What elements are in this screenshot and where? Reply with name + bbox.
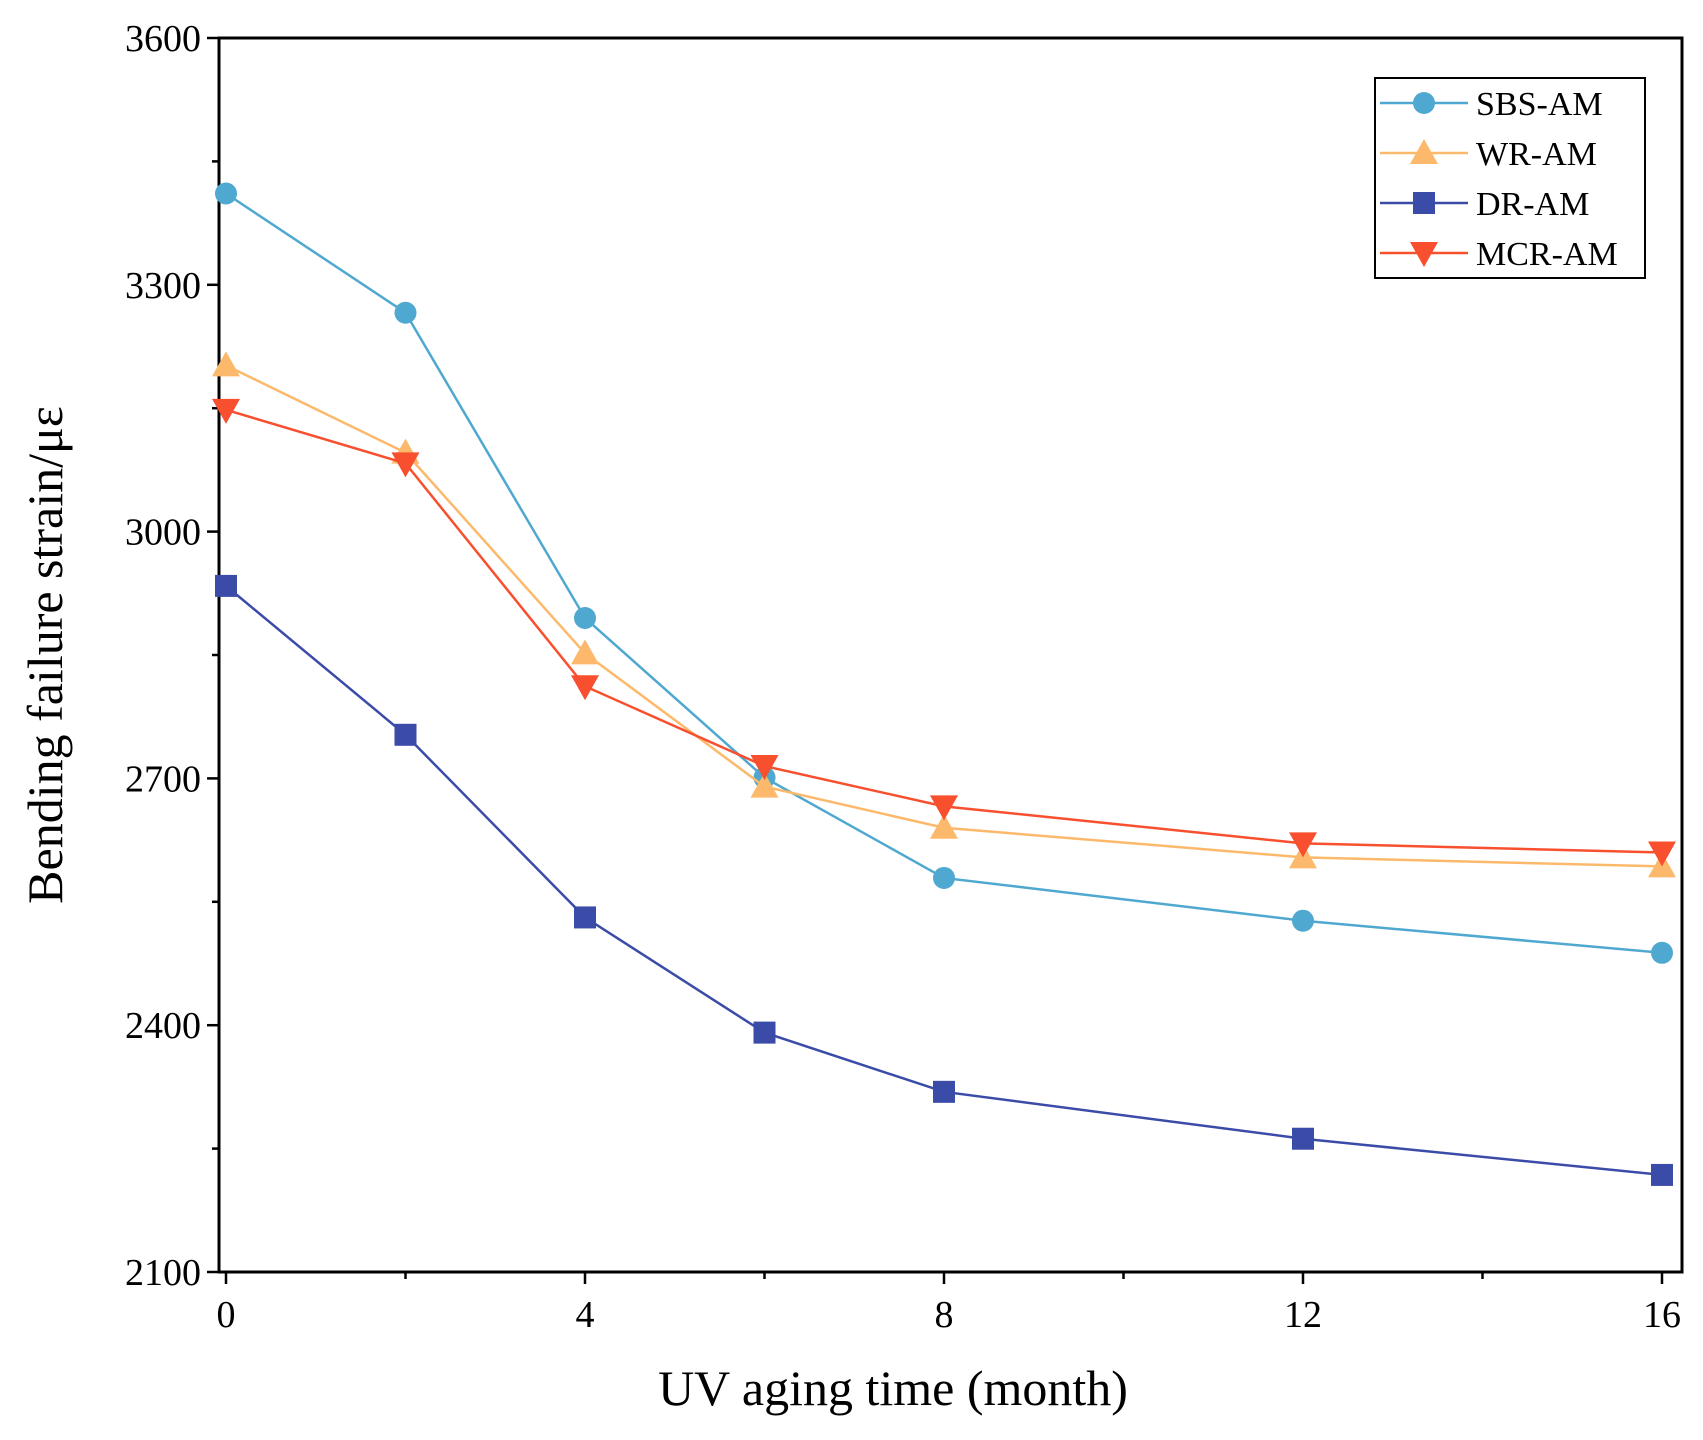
legend-label: WR-AM (1476, 136, 1597, 173)
y-tick-label: 2700 (125, 758, 201, 800)
data-point-mcr-am (1648, 841, 1676, 867)
data-point-sbs-am (215, 182, 237, 205)
data-point-mcr-am (930, 795, 958, 821)
data-point-wr-am (571, 639, 599, 665)
data-point-dr-am (1292, 1127, 1314, 1150)
y-tick-label: 3600 (125, 18, 201, 60)
x-tick-label: 0 (217, 1294, 236, 1336)
data-point-dr-am (753, 1021, 776, 1044)
y-axis-label: Bending failure strain/με (17, 406, 73, 904)
legend-item-mcr-am: MCR-AM (1380, 236, 1618, 273)
x-tick-label: 16 (1643, 1294, 1681, 1336)
data-point-mcr-am (391, 452, 420, 478)
data-point-dr-am (1651, 1163, 1673, 1186)
legend-item-wr-am: WR-AM (1380, 136, 1597, 173)
data-point-wr-am (930, 813, 958, 839)
series-dr-am (215, 574, 1673, 1186)
data-point-mcr-am (212, 398, 240, 424)
axes: 2100 2400 2700 3000 3300 3600 0 4 8 12 16 (125, 18, 1684, 1336)
legend-marker (1410, 139, 1438, 164)
legend: SBS-AM WR-AM DR-AM MCR-AM (1374, 77, 1646, 279)
y-tick-label: 2400 (125, 1005, 201, 1047)
series-mcr-am (212, 398, 1676, 867)
data-point-mcr-am (571, 675, 599, 701)
legend-label: DR-AM (1476, 186, 1589, 223)
data-point-sbs-am (1292, 909, 1314, 932)
data-point-wr-am (750, 772, 779, 798)
series-group (212, 182, 1676, 1186)
series-line-wr-am (225, 364, 1663, 868)
x-tick-label: 8 (935, 1294, 954, 1336)
legend-marker (1410, 242, 1438, 267)
x-tick-label: 12 (1284, 1294, 1322, 1336)
x-axis-label: UV aging time (month) (658, 1360, 1128, 1416)
data-point-dr-am (933, 1080, 955, 1103)
legend-label: SBS-AM (1476, 86, 1603, 123)
data-point-dr-am (574, 906, 596, 929)
legend-marker (1413, 192, 1435, 214)
series-line-sbs-am (225, 192, 1663, 955)
data-point-sbs-am (1651, 941, 1673, 964)
legend-marker (1413, 92, 1435, 114)
y-tick-label: 2100 (125, 1252, 201, 1294)
data-point-sbs-am (394, 301, 417, 324)
series-line-mcr-am (225, 408, 1663, 854)
data-point-mcr-am (750, 755, 779, 781)
data-point-dr-am (215, 574, 237, 597)
y-tick-label: 3000 (125, 512, 201, 554)
legend-item-dr-am: DR-AM (1380, 186, 1589, 223)
legend-item-sbs-am: SBS-AM (1380, 86, 1603, 123)
data-point-dr-am (394, 723, 417, 746)
data-point-sbs-am (574, 606, 596, 629)
legend-label: MCR-AM (1476, 236, 1618, 273)
x-tick-label: 4 (576, 1294, 595, 1336)
data-point-sbs-am (933, 866, 955, 889)
y-tick-label: 3300 (125, 265, 201, 307)
data-point-mcr-am (1289, 832, 1317, 858)
data-point-wr-am (212, 351, 240, 377)
